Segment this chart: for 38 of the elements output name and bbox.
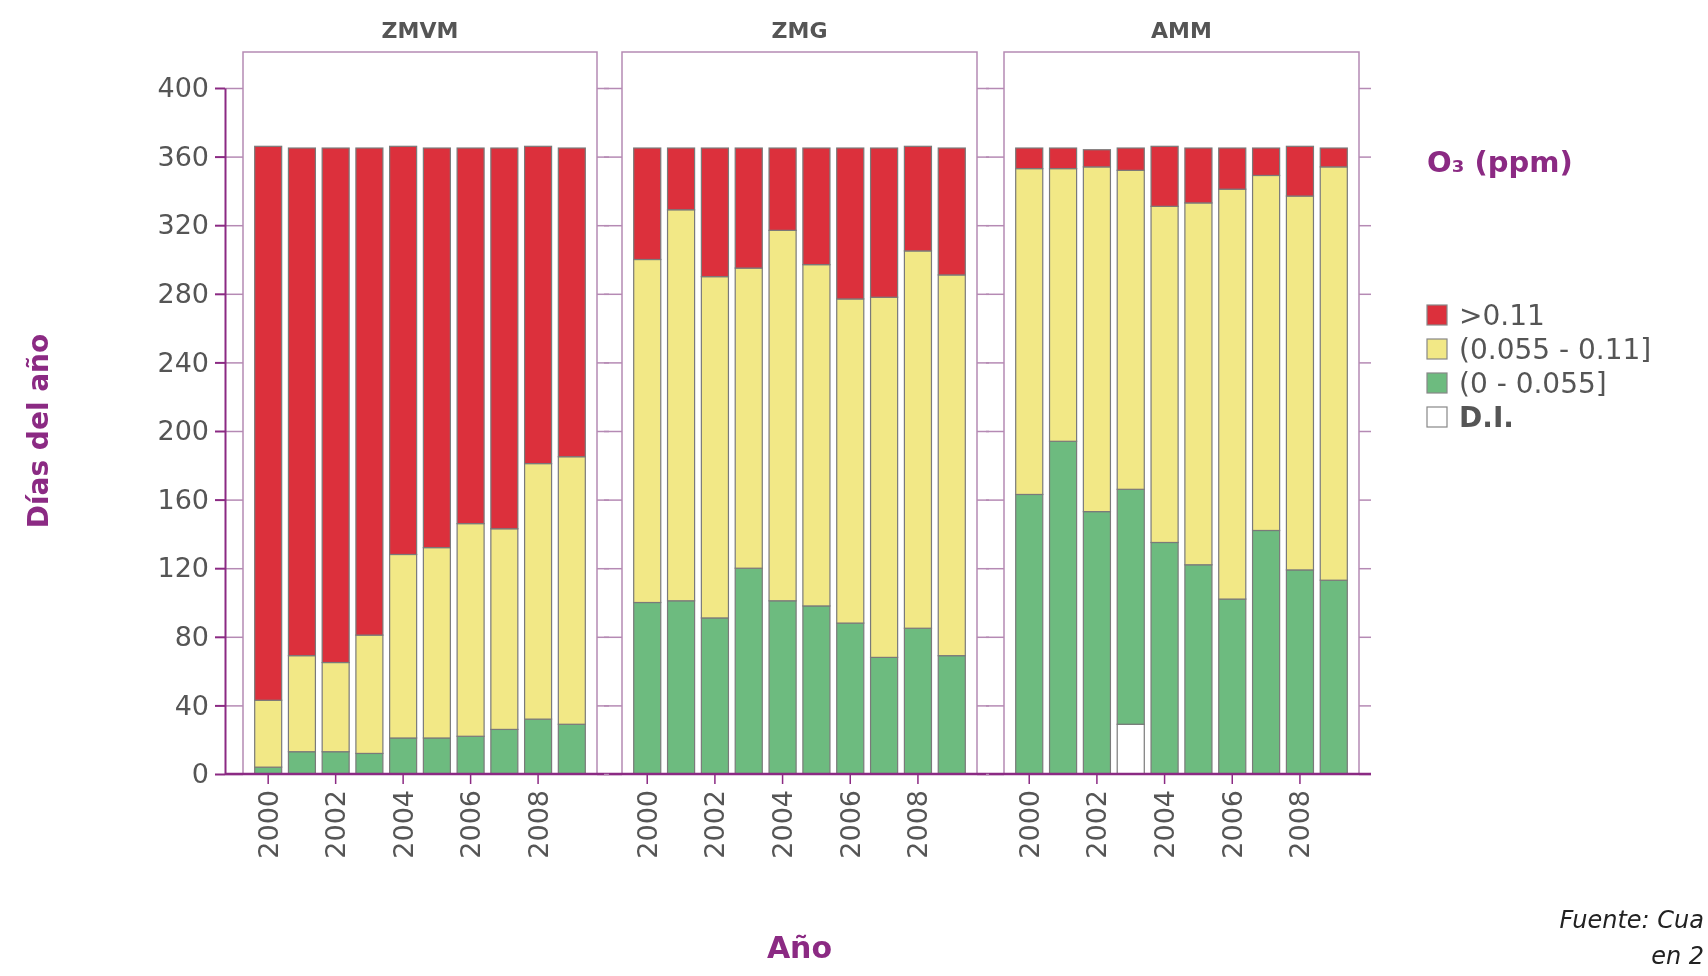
x-tick-label: 2000 — [631, 790, 663, 859]
x-tick-label: 2006 — [834, 790, 866, 859]
legend-label: D.I. — [1459, 401, 1514, 435]
legend-label: (0 - 0.055] — [1459, 367, 1607, 401]
y-tick-label: 120 — [157, 552, 209, 584]
y-tick-label: 160 — [157, 483, 209, 515]
text: en 2 — [1651, 942, 1704, 970]
x-tick-label: 2006 — [455, 790, 487, 859]
chart-title: AMM — [1151, 18, 1212, 43]
y-tick-label: 0 — [191, 758, 209, 790]
y-tick-label: 80 — [174, 620, 209, 652]
y-tick-label: 320 — [157, 209, 209, 241]
legend-label: (0.055 - 0.11] — [1459, 333, 1652, 367]
x-tick-label: 2004 — [767, 790, 799, 859]
y-tick-label: 200 — [157, 415, 209, 447]
y-tick-label: 240 — [157, 346, 209, 378]
x-tick-label: 2004 — [387, 790, 419, 859]
y-tick-label: 400 — [157, 72, 209, 104]
legend-title: O₃ (ppm) — [1427, 145, 1573, 179]
x-axis-title: Año — [766, 930, 833, 965]
x-tick-label: 2008 — [902, 790, 934, 859]
y-tick-label: 360 — [157, 140, 209, 172]
chart-title: ZMVM — [381, 18, 459, 43]
x-tick-label: 2008 — [1284, 790, 1316, 859]
x-tick-label: 2004 — [1149, 790, 1181, 859]
y-tick-label: 40 — [174, 689, 209, 721]
source-note: Fuente: Cua — [1559, 906, 1704, 934]
legend-label: >0.11 — [1459, 299, 1545, 333]
x-tick-label: 2006 — [1216, 790, 1248, 859]
x-tick-label: 2008 — [522, 790, 554, 859]
x-tick-label: 2000 — [252, 790, 284, 859]
x-tick-label: 2002 — [1081, 790, 1113, 859]
y-axis-title: Días del año — [22, 333, 55, 529]
x-tick-label: 2000 — [1013, 790, 1045, 859]
x-tick-label: 2002 — [699, 790, 731, 859]
chart-title: ZMG — [771, 18, 828, 43]
x-tick-label: 2002 — [320, 790, 352, 859]
y-tick-label: 280 — [157, 277, 209, 309]
